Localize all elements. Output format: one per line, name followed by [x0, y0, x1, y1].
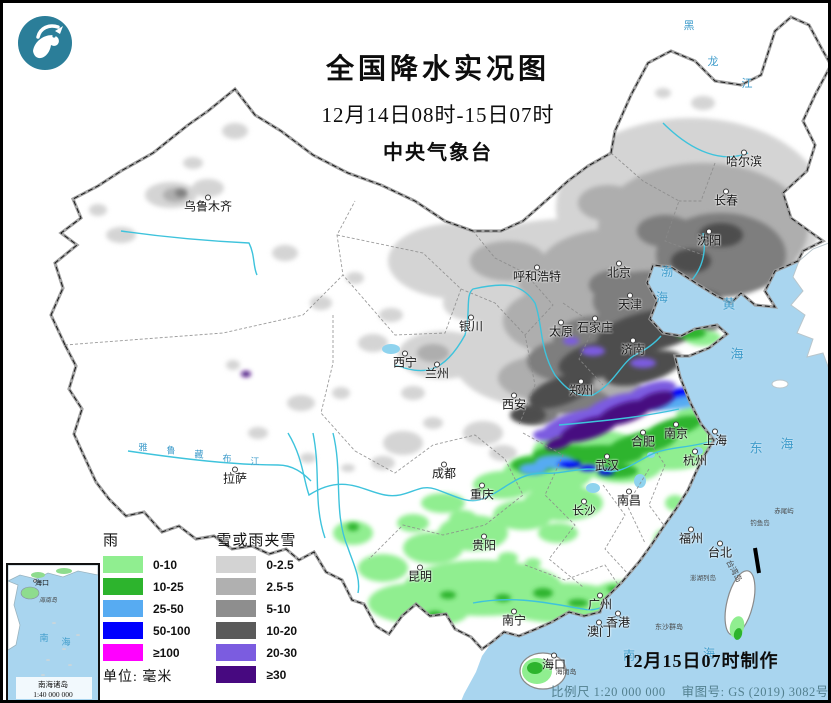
legend-range-label: 2.5-5	[266, 579, 294, 594]
water-label: 雅	[138, 442, 148, 453]
national-boundary	[49, 15, 828, 652]
map-annotation-bar	[753, 547, 761, 574]
water-label: 海	[730, 346, 744, 362]
legend-row: 10-25	[103, 578, 190, 595]
legend-swatch	[216, 644, 257, 661]
water-label: 东	[749, 440, 763, 456]
legend-swatch	[103, 600, 143, 617]
legend-swatch	[216, 556, 257, 573]
legend-range-label: 10-25	[153, 579, 184, 594]
map-period: 12月14日08时-15日07时	[321, 103, 555, 127]
svg-text:南海诸岛: 南海诸岛	[38, 679, 68, 689]
legend-range-label: 5-10	[266, 601, 291, 616]
map-title: 全国降水实况图	[325, 54, 550, 85]
rivers	[120, 122, 749, 611]
water-label: 江	[250, 456, 260, 467]
legend-range-label: ≥30	[266, 667, 287, 682]
water-label: 江	[741, 78, 753, 90]
korea-peninsula	[771, 242, 828, 389]
svg-text:海南岛: 海南岛	[39, 596, 58, 604]
legend-swatch	[103, 644, 143, 661]
map-agency: 中央气象台	[383, 142, 493, 164]
water-label: 布	[222, 453, 232, 464]
legend-range-label: 0-10	[153, 557, 178, 572]
legend-snow-column: 雪或雨夹雪 0-2.5 2.5-5 5-10 10-20 20-30 ≥30	[216, 529, 297, 688]
legend-range-label: 50-100	[153, 623, 191, 638]
legend-range-label: 0-2.5	[266, 557, 294, 572]
south-china-sea-inset: 海口 海南岛 南 海 南海诸岛 1:40 000 000	[6, 563, 100, 700]
water-label: 鲁	[166, 445, 176, 456]
province-boundaries	[64, 152, 716, 596]
legend-row: 10-20	[216, 622, 297, 639]
legend-swatch	[216, 666, 257, 683]
map-footer: 比例尺 1:20 000 000 审图号: GS (2019) 3082号	[551, 681, 829, 700]
precipitation-legend: 雨 0-10 10-25 25-50 50-100 ≥100 单位: 毫米 雪或雨夹雪 …	[103, 529, 297, 688]
legend-range-label: ≥100	[153, 645, 180, 660]
legend-row: 2.5-5	[216, 578, 297, 595]
legend-row: 0-2.5	[216, 556, 297, 573]
legend-snow-title: 雪或雨夹雪	[216, 533, 297, 549]
legend-row: ≥30	[216, 666, 297, 683]
island-label: 钓鱼岛	[750, 520, 770, 527]
svg-text:海: 海	[61, 636, 70, 647]
inset-city-label: 海口	[35, 578, 49, 587]
water-label: 黑	[683, 20, 695, 32]
legend-row: ≥100	[103, 644, 190, 661]
svg-text:南: 南	[39, 632, 48, 643]
island-label: 东沙群岛	[655, 623, 683, 631]
water-label: 南	[622, 648, 636, 663]
legend-row: 5-10	[216, 600, 297, 617]
taiwan-island	[724, 547, 761, 640]
water-label: 藏	[194, 449, 204, 460]
legend-swatch	[216, 578, 257, 595]
legend-swatch	[103, 622, 143, 639]
cma-logo	[13, 11, 77, 75]
legend-rain-column: 雨 0-10 10-25 25-50 50-100 ≥100 单位: 毫米	[103, 529, 190, 688]
legend-range-label: 25-50	[153, 601, 184, 616]
legend-swatch	[103, 578, 143, 595]
water-label: 渤	[660, 264, 674, 279]
legend-swatch	[216, 622, 257, 639]
svg-text:1:40 000 000: 1:40 000 000	[33, 690, 73, 699]
legend-swatch	[103, 556, 143, 573]
title-block: 全国降水实况图 12月14日08时-15日07时 中央气象台	[265, 47, 611, 165]
water-label: 海	[655, 290, 669, 305]
legend-rain-title: 雨	[103, 533, 120, 549]
island-label: 澎湖列岛	[690, 575, 716, 582]
legend-row: 0-10	[103, 556, 190, 573]
island-label: 赤尾屿	[774, 508, 794, 515]
produced-time-label: 12月15日07时制作	[623, 651, 779, 671]
china-precipitation-map	[49, 15, 828, 700]
approval-label: 审图号: GS (2019) 3082号	[681, 685, 829, 699]
legend-row: 20-30	[216, 644, 297, 661]
water-label: 龙	[707, 56, 719, 68]
hainan-island	[519, 652, 567, 690]
water-label: 黄	[722, 296, 736, 312]
water-label: 海	[780, 436, 794, 452]
lakes	[382, 344, 703, 493]
legend-row: 25-50	[103, 600, 190, 617]
scale-label: 比例尺 1:20 000 000	[551, 685, 666, 699]
legend-range-label: 10-20	[266, 623, 298, 638]
legend-range-label: 20-30	[266, 645, 298, 660]
legend-swatch	[216, 600, 257, 617]
legend-unit-label: 单位: 毫米	[103, 670, 173, 685]
legend-row: 50-100	[103, 622, 190, 639]
water-label: 海	[702, 646, 716, 661]
island-label: 海南岛	[555, 668, 577, 676]
